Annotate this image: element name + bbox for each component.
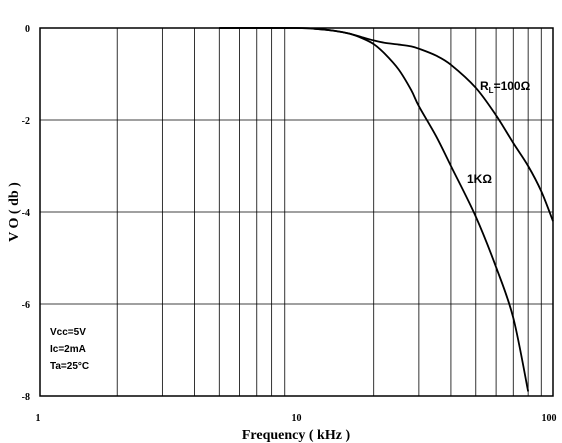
x-tick-label: 100	[542, 413, 557, 424]
series-label-1k: 1KΩ	[467, 172, 492, 186]
series-lines	[219, 27, 554, 392]
conditions-block: Vcc=5V Ic=2mA Ta=25°C	[50, 327, 89, 372]
grid	[40, 28, 553, 396]
x-tick-label: 1	[36, 413, 41, 424]
y-tick-label: 0	[25, 24, 30, 35]
y-tick-label: -8	[22, 392, 30, 403]
series-label-value: =100Ω	[494, 79, 531, 93]
y-tick-label: -4	[22, 208, 30, 219]
condition-ta: Ta=25°C	[50, 361, 89, 372]
y-tick-labels: 0 -2 -4 -6 -8	[22, 24, 30, 403]
x-tick-labels: 1 10 100	[36, 413, 557, 424]
y-tick-label: -6	[22, 300, 30, 311]
series-label-rl-100: RL=100Ω	[480, 79, 531, 95]
series-line-1k	[219, 27, 530, 392]
x-axis-title: Frequency ( kHz )	[242, 428, 351, 443]
condition-vcc: Vcc=5V	[50, 327, 86, 338]
y-tick-label: -2	[22, 116, 30, 127]
y-axis-title: V O ( db )	[7, 182, 22, 242]
series-label-r: R	[480, 79, 489, 93]
x-tick-label: 10	[292, 413, 302, 424]
series-label-subscript: L	[489, 86, 494, 95]
condition-ic: Ic=2mA	[50, 344, 86, 355]
